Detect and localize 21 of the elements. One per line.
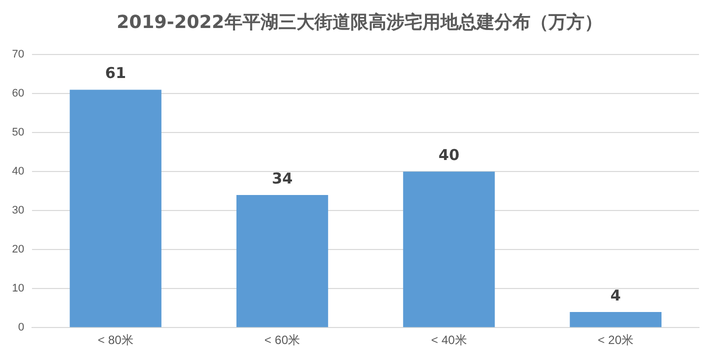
data-label: 4 [610,286,621,304]
y-tick-label: 70 [12,48,24,61]
bar [403,172,495,328]
bar [70,90,162,328]
x-tick-label: < 80米 [98,333,134,348]
x-tick-label: < 60米 [264,333,300,348]
y-tick-label: 0 [18,322,24,334]
y-tick-label: 60 [12,88,24,100]
x-tick-label: < 20米 [598,333,634,348]
data-label: 34 [272,169,293,188]
y-tick-label: 30 [12,204,24,217]
data-label: 40 [438,146,460,164]
x-tick-label: < 40米 [431,333,467,348]
chart-title: 2019-2022年平湖三大街道限高涉宅用地总建分布（万方） [116,11,604,34]
bar [570,312,662,328]
bar [236,195,328,328]
y-tick-label: 40 [12,166,24,178]
y-tick-label: 50 [12,126,24,139]
y-tick-label: 20 [12,244,24,256]
data-label: 61 [105,64,126,82]
y-tick-label: 10 [12,282,24,295]
